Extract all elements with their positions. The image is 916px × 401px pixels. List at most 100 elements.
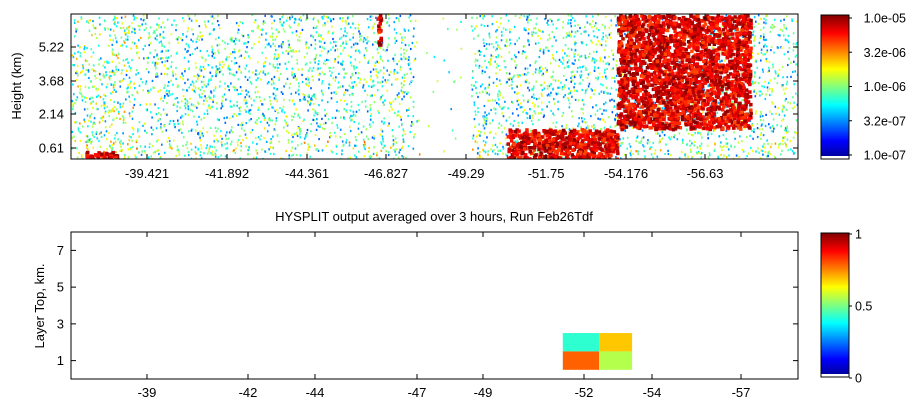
- backscatter-pixel: [548, 33, 550, 37]
- backscatter-pixel: [375, 68, 377, 71]
- backscatter-pixel: [442, 17, 445, 20]
- backscatter-pixel: [330, 48, 332, 51]
- backscatter-pixel: [525, 73, 527, 76]
- backscatter-pixel: [275, 119, 277, 123]
- backscatter-pixel: [414, 19, 417, 22]
- backscatter-pixel: [174, 97, 177, 100]
- backscatter-pixel: [112, 91, 114, 94]
- backscatter-pixel: [276, 35, 278, 38]
- backscatter-pixel: [194, 150, 197, 153]
- backscatter-pixel: [398, 125, 400, 128]
- backscatter-pixel: [186, 30, 189, 33]
- backscatter-pixel: [83, 45, 86, 48]
- backscatter-pixel: [273, 19, 276, 22]
- backscatter-pixel: [206, 131, 209, 134]
- backscatter-pixel: [351, 81, 353, 84]
- backscatter-pixel: [502, 96, 504, 99]
- backscatter-pixel: [624, 33, 626, 36]
- backscatter-pixel: [201, 38, 203, 41]
- backscatter-pixel: [701, 151, 703, 155]
- backscatter-pixel: [336, 126, 339, 129]
- backscatter-pixel: [488, 99, 491, 102]
- backscatter-pixel: [87, 140, 89, 143]
- backscatter-pixel: [172, 71, 174, 74]
- backscatter-pixel: [156, 149, 158, 153]
- backscatter-pixel: [474, 140, 477, 143]
- backscatter-pixel: [527, 28, 530, 31]
- backscatter-pixel: [593, 24, 596, 28]
- backscatter-pixel: [663, 107, 666, 110]
- backscatter-pixel: [663, 134, 666, 137]
- backscatter-pixel: [311, 69, 313, 72]
- backscatter-pixel: [220, 130, 222, 133]
- aerosol-feature-pixel: [607, 157, 612, 159]
- backscatter-pixel: [307, 143, 309, 146]
- backscatter-pixel: [190, 19, 193, 22]
- backscatter-pixel: [691, 103, 693, 106]
- backscatter-pixel: [181, 115, 183, 118]
- aerosol-feature-pixel: [560, 142, 565, 147]
- backscatter-pixel: [112, 53, 114, 56]
- aerosol-feature-pixel: [525, 156, 529, 159]
- backscatter-pixel: [310, 130, 312, 133]
- backscatter-pixel: [99, 145, 102, 148]
- aerosol-feature-pixel: [523, 147, 527, 151]
- backscatter-pixel: [200, 96, 203, 99]
- backscatter-pixel: [264, 61, 266, 64]
- backscatter-pixel: [513, 54, 516, 57]
- backscatter-pixel: [179, 76, 181, 79]
- aerosol-feature-pixel: [578, 133, 582, 137]
- backscatter-pixel: [139, 36, 142, 40]
- backscatter-pixel: [318, 40, 321, 43]
- backscatter-pixel: [190, 142, 192, 145]
- backscatter-pixel: [763, 85, 765, 89]
- backscatter-pixel: [450, 108, 452, 111]
- backscatter-pixel: [387, 79, 389, 82]
- backscatter-pixel: [546, 87, 549, 90]
- aerosol-feature-pixel: [569, 129, 574, 134]
- backscatter-pixel: [161, 44, 163, 47]
- backscatter-pixel: [477, 34, 479, 37]
- backscatter-pixel: [394, 137, 397, 140]
- backscatter-pixel: [199, 154, 202, 157]
- backscatter-pixel: [538, 69, 540, 72]
- backscatter-pixel: [654, 149, 657, 152]
- backscatter-pixel: [212, 153, 214, 156]
- backscatter-pixel: [148, 90, 151, 93]
- backscatter-pixel: [198, 38, 200, 41]
- backscatter-pixel: [582, 65, 585, 68]
- backscatter-pixel: [521, 121, 523, 124]
- backscatter-pixel: [352, 113, 355, 116]
- backscatter-pixel: [197, 148, 199, 151]
- backscatter-pixel: [362, 84, 365, 87]
- backscatter-pixel: [281, 109, 283, 112]
- backscatter-pixel: [230, 143, 232, 146]
- backscatter-pixel: [213, 94, 215, 97]
- backscatter-pixel: [140, 18, 142, 21]
- backscatter-pixel: [160, 72, 163, 75]
- backscatter-pixel: [255, 156, 258, 159]
- backscatter-pixel: [598, 29, 600, 32]
- backscatter-pixel: [95, 77, 97, 80]
- backscatter-pixel: [492, 81, 495, 84]
- backscatter-pixel: [194, 91, 196, 94]
- backscatter-pixel: [147, 89, 149, 92]
- backscatter-pixel: [169, 119, 172, 123]
- backscatter-pixel: [133, 82, 135, 85]
- backscatter-pixel: [766, 86, 769, 89]
- backscatter-pixel: [390, 101, 392, 104]
- backscatter-pixel: [300, 142, 303, 145]
- backscatter-pixel: [187, 27, 190, 30]
- backscatter-pixel: [204, 60, 207, 63]
- backscatter-pixel: [687, 155, 689, 158]
- backscatter-pixel: [174, 126, 176, 129]
- aerosol-feature-pixel: [580, 134, 584, 138]
- backscatter-pixel: [131, 126, 134, 129]
- backscatter-pixel: [258, 106, 260, 109]
- backscatter-pixel: [163, 64, 166, 67]
- backscatter-pixel: [404, 90, 407, 93]
- backscatter-pixel: [658, 141, 661, 144]
- backscatter-pixel: [283, 85, 285, 88]
- backscatter-pixel: [320, 40, 322, 43]
- backscatter-pixel: [647, 139, 649, 142]
